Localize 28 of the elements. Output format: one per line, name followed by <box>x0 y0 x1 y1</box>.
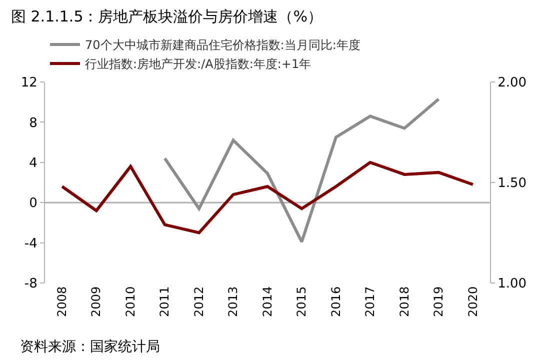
x-tick-label: 2015 <box>294 286 309 317</box>
x-tick-label: 2008 <box>55 286 70 317</box>
y-tick-label: 12 <box>20 76 38 91</box>
x-tick-label: 2013 <box>226 286 240 317</box>
y2-tick-label: 2.00 <box>498 76 527 91</box>
x-tick-label: 2018 <box>397 286 412 317</box>
x-tick-label: 2011 <box>158 286 172 317</box>
y2-tick-label: 1.50 <box>498 176 527 192</box>
line-series <box>163 98 440 244</box>
y-tick-label: 4 <box>29 156 38 171</box>
x-tick-label: 2009 <box>89 286 104 317</box>
x-tick-label: 2012 <box>192 286 206 317</box>
y-tick-label: -8 <box>24 276 38 292</box>
x-tick-label: 2020 <box>466 286 480 317</box>
legend-label: 行业指数:房地产开发:/A股指数:年度:+1年 <box>85 57 312 72</box>
x-tick-label: 2017 <box>363 286 378 317</box>
y-tick-label: 0 <box>29 196 38 212</box>
y-tick-label: -4 <box>24 236 38 252</box>
x-tick-label: 2014 <box>260 286 274 317</box>
y-tick-label: 8 <box>29 116 38 131</box>
x-tick-label: 2019 <box>432 286 446 317</box>
text: 资料来源：国家统计局 <box>20 339 160 355</box>
x-tick-label: 2016 <box>328 286 343 317</box>
legend-label: 70个大中城市新建商品住宅价格指数:当月同比:年度 <box>85 38 360 52</box>
chart-title: 图 2.1.1.5：房地产板块溢价与房价增速（%） <box>11 7 322 26</box>
line-series <box>60 160 474 234</box>
x-tick-label: 2010 <box>123 286 138 317</box>
y2-tick-label: 1.00 <box>498 276 527 292</box>
